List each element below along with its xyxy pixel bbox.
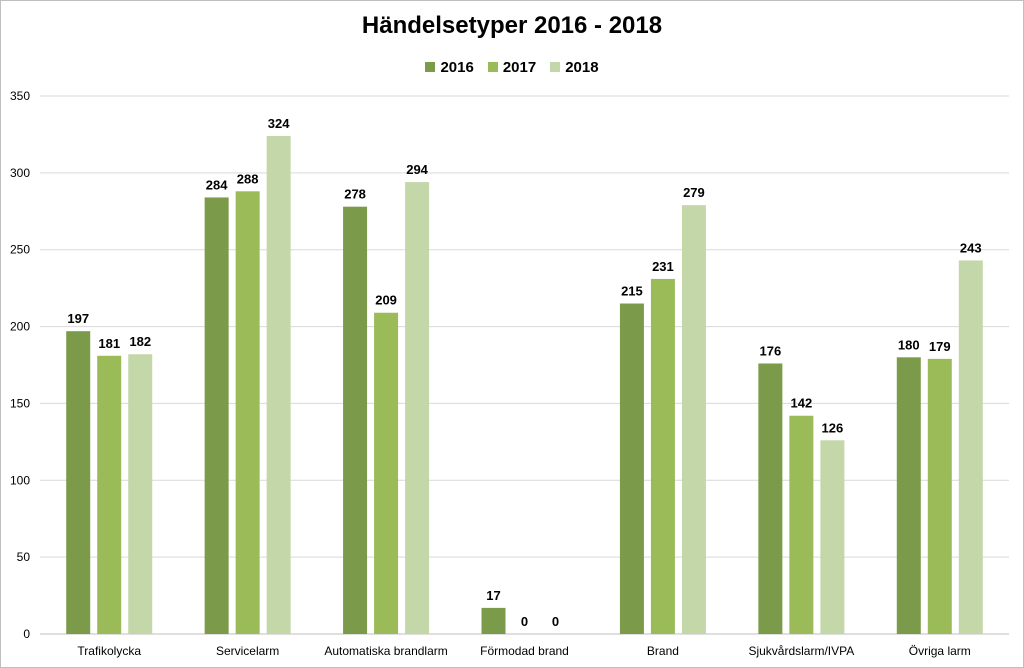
y-tick-label: 150 [10,396,30,410]
data-label: 324 [268,116,290,131]
bar [204,197,229,635]
bar [343,206,368,634]
legend-item: 2017 [487,57,537,77]
data-label: 278 [344,187,366,202]
bar [958,260,983,634]
data-label: 243 [960,240,982,255]
legend-item: 2018 [550,57,599,77]
bar [66,331,91,634]
bar [266,135,291,635]
legend-label: 2017 [502,58,537,76]
legend-label: 2018 [565,58,599,76]
legend-item: 2016 [425,57,474,77]
bar [235,191,260,634]
data-label: 142 [791,396,813,411]
data-label: 288 [237,171,259,186]
data-label: 279 [683,185,705,200]
x-tick-label: Brand [647,644,679,658]
data-label: 209 [375,293,397,308]
bar [97,355,122,634]
x-tick-label: Trafikolycka [77,644,141,658]
data-label: 294 [406,162,428,177]
y-tick-label: 0 [23,627,30,641]
x-tick-label: Övriga larm [909,644,971,658]
legend-swatch [487,62,498,72]
data-label: 231 [652,259,674,274]
bar [820,440,845,634]
bar [896,357,921,634]
y-tick-label: 100 [10,473,30,487]
y-tick-label: 350 [10,89,30,103]
legend-swatch [550,62,561,72]
data-label: 179 [929,339,951,354]
bar [758,363,783,634]
data-label: 0 [521,614,528,629]
bar [681,205,706,634]
y-tick-label: 250 [10,243,30,257]
data-label: 181 [98,336,120,351]
chart-title: Händelsetyper 2016 - 2018 [361,12,663,39]
data-label: 0 [552,614,559,629]
bar [650,278,675,634]
legend-label: 2016 [440,58,474,76]
chart-legend: 2016 2017 2018 [0,57,1024,77]
data-label: 197 [67,311,89,326]
bar [927,358,952,634]
data-label: 17 [486,588,500,603]
bar [128,354,153,634]
y-tick-label: 200 [10,320,30,334]
x-tick-label: Förmodad brand [480,644,569,658]
data-label: 176 [760,343,782,358]
legend-swatch [425,62,436,72]
bar [481,607,506,634]
x-tick-label: Automatiska brandlarm [324,644,447,658]
bar [619,303,644,634]
bar [374,312,399,634]
y-tick-label: 300 [10,166,30,180]
y-tick-label: 50 [17,550,31,564]
data-label: 284 [206,177,228,192]
x-tick-label: Servicelarm [216,644,279,658]
bar [405,182,430,634]
x-tick-label: Sjukvårdslarm/IVPA [748,644,854,658]
data-label: 215 [621,284,643,299]
bar [789,415,814,634]
data-label: 182 [129,334,151,349]
data-label: 180 [898,337,920,352]
data-label: 126 [822,420,844,435]
